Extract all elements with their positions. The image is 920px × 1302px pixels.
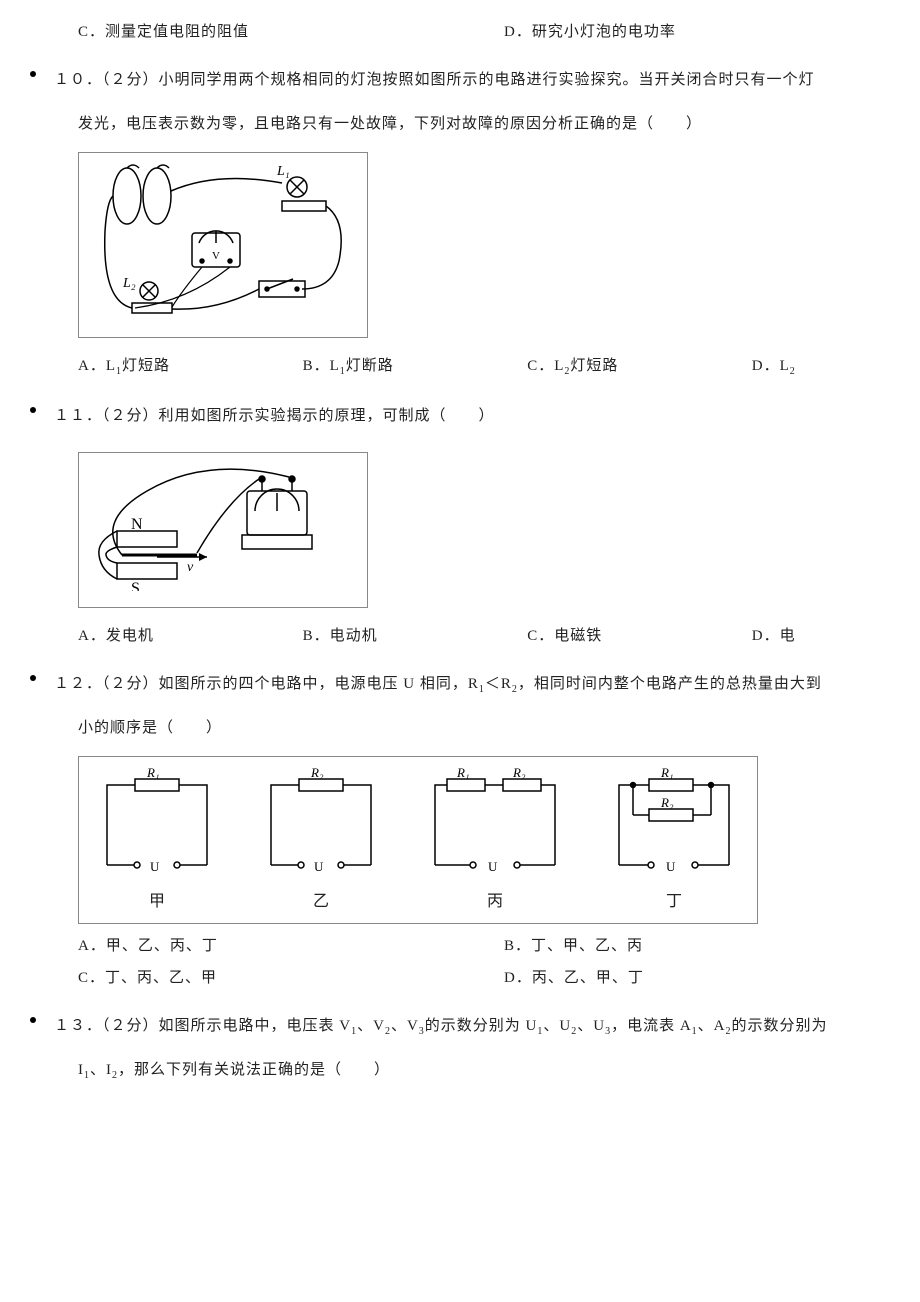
q12-options: A．甲、乙、丙、丁 B．丁、甲、乙、丙 C．丁、丙、乙、甲 D．丙、乙、甲、丁 xyxy=(30,934,890,990)
q10-option-b: B．L1灯断路 xyxy=(303,354,528,380)
q10-l2-label: L₂ xyxy=(122,276,136,291)
q12-circuit-2: R₂ U 乙 xyxy=(251,765,391,915)
q11-option-d: D．电 xyxy=(752,624,890,648)
q12-option-d: D．丙、乙、甲、丁 xyxy=(504,966,890,990)
q11-stem: １１．（２分）利用如图所示实验揭示的原理，可制成（ ） xyxy=(54,398,890,434)
q9-option-c: C．测量定值电阻的阻值 xyxy=(78,20,464,44)
q10-figure: L₁ L₂ xyxy=(78,152,368,338)
q12: １２．（２分）如图所示的四个电路中，电源电压 U 相同，R1＜R2，相同时间内整… xyxy=(30,666,890,990)
q9-options: C．测量定值电阻的阻值 D．研究小灯泡的电功率 xyxy=(30,20,890,44)
bullet-icon xyxy=(30,1017,36,1023)
q11-options: A．发电机 B．电动机 C．电磁铁 D．电 xyxy=(30,624,890,648)
bullet-icon xyxy=(30,71,36,77)
svg-text:U: U xyxy=(150,859,160,874)
q12-circuit-1: R₁ U 甲 xyxy=(87,765,227,915)
q10-option-a: A．L1灯短路 xyxy=(78,354,303,380)
q13-stem-line1: １３．（２分）如图所示电路中，电压表 V1、V2、V3的示数分别为 U1、U2、… xyxy=(54,1008,890,1044)
bullet-icon xyxy=(30,407,36,413)
q11-v: v xyxy=(187,560,194,575)
svg-text:U: U xyxy=(488,859,498,874)
q11-option-a: A．发电机 xyxy=(78,624,303,648)
svg-text:U: U xyxy=(666,859,676,874)
q12-label-1: 甲 xyxy=(87,889,227,915)
q13-stem-line2: I1、I2，那么下列有关说法正确的是（ ） xyxy=(30,1052,890,1088)
svg-text:R₁: R₁ xyxy=(660,765,673,780)
q11-s: S xyxy=(131,580,140,591)
q12-figure: R₁ U 甲 R₂ xyxy=(78,756,758,924)
q12-label-4: 丁 xyxy=(599,889,749,915)
bullet-icon xyxy=(30,675,36,681)
q10-option-d: D．L2 xyxy=(752,354,890,380)
q10-stem-line2: 发光，电压表示数为零，且电路只有一处故障，下列对故障的原因分析正确的是（ ） xyxy=(30,106,890,142)
q11: １１．（２分）利用如图所示实验揭示的原理，可制成（ ） N xyxy=(30,398,890,648)
q9-option-d: D．研究小灯泡的电功率 xyxy=(504,20,890,44)
q10-option-c: C．L2灯短路 xyxy=(527,354,752,380)
svg-text:R₂: R₂ xyxy=(310,765,324,780)
q11-n: N xyxy=(131,516,143,533)
q10-stem-line1: １０．（２分）小明同学用两个规格相同的灯泡按照如图所示的电路进行实验探究。当开关… xyxy=(54,62,890,98)
q11-option-c: C．电磁铁 xyxy=(527,624,752,648)
q10-options: A．L1灯短路 B．L1灯断路 C．L2灯短路 D．L2 xyxy=(30,354,890,380)
q12-label-3: 丙 xyxy=(415,889,575,915)
q12-circuit-4: R₁ R₂ U 丁 xyxy=(599,765,749,915)
svg-text:R₁: R₁ xyxy=(456,765,469,780)
svg-text:R₂: R₂ xyxy=(512,765,526,780)
q10-circuit-svg: L₁ L₂ xyxy=(87,161,357,321)
q12-option-b: B．丁、甲、乙、丙 xyxy=(504,934,890,958)
q10: １０．（２分）小明同学用两个规格相同的灯泡按照如图所示的电路进行实验探究。当开关… xyxy=(30,62,890,380)
q12-circuit-3: R₁ R₂ U 丙 xyxy=(415,765,575,915)
q12-label-2: 乙 xyxy=(251,889,391,915)
q12-stem-line2: 小的顺序是（ ） xyxy=(30,710,890,746)
q12-option-c: C．丁、丙、乙、甲 xyxy=(78,966,464,990)
q10-v-label: V xyxy=(212,250,220,262)
q11-option-b: B．电动机 xyxy=(303,624,528,648)
svg-text:R₂: R₂ xyxy=(660,795,674,810)
q11-figure: N S v xyxy=(78,452,368,608)
q12-stem-line1: １２．（２分）如图所示的四个电路中，电源电压 U 相同，R1＜R2，相同时间内整… xyxy=(54,666,890,702)
q12-option-a: A．甲、乙、丙、丁 xyxy=(78,934,464,958)
q11-svg: N S v xyxy=(87,461,357,591)
q13: １３．（２分）如图所示电路中，电压表 V1、V2、V3的示数分别为 U1、U2、… xyxy=(30,1008,890,1088)
svg-text:R₁: R₁ xyxy=(146,765,159,780)
svg-text:U: U xyxy=(314,859,324,874)
q10-l1-label: L₁ xyxy=(276,164,290,179)
